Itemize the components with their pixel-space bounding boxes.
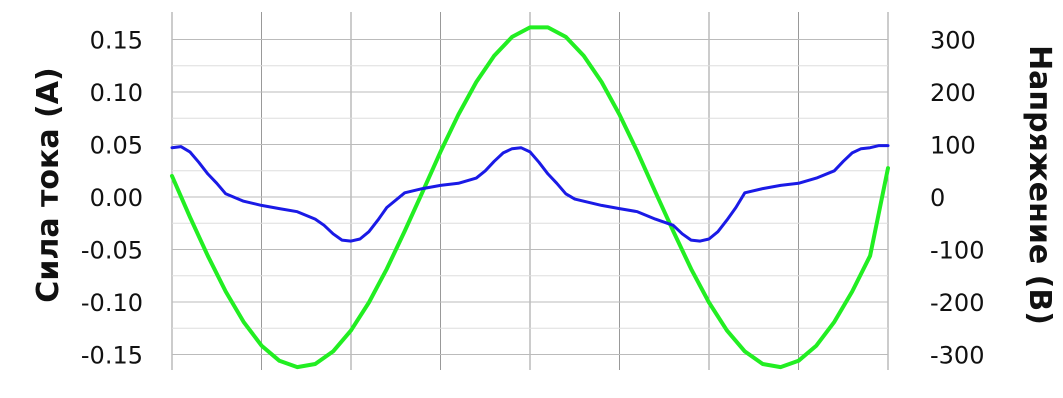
y2-tick-label: 300 xyxy=(930,27,976,55)
y-tick-label: 0.10 xyxy=(90,79,143,107)
y2-tick-label: 200 xyxy=(930,79,976,107)
y-tick-label: -0.15 xyxy=(81,342,143,370)
y2-tick-label: -200 xyxy=(930,289,984,317)
y2-tick-label: 0 xyxy=(930,184,945,212)
series-lines xyxy=(170,25,890,370)
y-tick-label: -0.10 xyxy=(81,289,143,317)
y2-axis-title: Напряжение (В) xyxy=(1022,45,1057,325)
y2-tick-label: -100 xyxy=(930,237,984,265)
y-tick-label: -0.05 xyxy=(81,237,143,265)
y-tick-label: 0.05 xyxy=(90,132,143,160)
y-tick-label: 0.15 xyxy=(90,27,143,55)
voltage-series-line xyxy=(170,25,890,370)
grid xyxy=(171,12,889,370)
left-axis-ticks: 0.15 0.10 0.05 0.00 -0.05 -0.10 -0.15 xyxy=(81,27,143,370)
y-axis-title: Сила тока (А) xyxy=(31,67,66,302)
y-tick-label: 0.00 xyxy=(90,184,143,212)
current-series-line xyxy=(170,144,890,243)
y2-tick-label: 100 xyxy=(930,132,976,160)
y2-tick-label: -300 xyxy=(930,342,984,370)
right-axis-ticks: 300 200 100 0 -100 -200 -300 xyxy=(930,27,984,370)
